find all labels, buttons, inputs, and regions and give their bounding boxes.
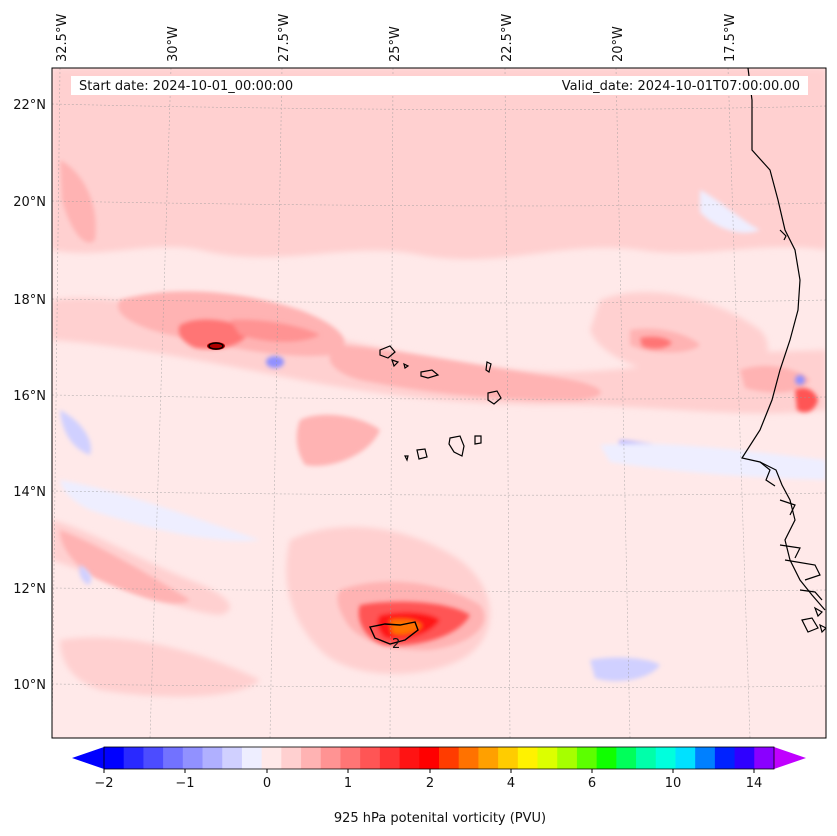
island-maio xyxy=(474,435,482,445)
pv-2-contours xyxy=(208,342,419,645)
colorbar-tick-label: 4 xyxy=(507,776,515,791)
colorbar-cell xyxy=(419,747,440,769)
colorbar-frame xyxy=(103,746,775,770)
colorbar-cell xyxy=(439,747,460,769)
colorbar-tick-label: 6 xyxy=(588,776,596,791)
colorbar-over-arrow xyxy=(774,747,806,769)
colorbar-cell xyxy=(675,747,696,769)
island-boa-vista xyxy=(487,390,502,405)
contour-label: 2 xyxy=(392,637,400,652)
lon-label: 27.5°W xyxy=(277,14,292,62)
colorbar-cell xyxy=(576,747,598,769)
longitude-labels: 32.5°W 30°W 27.5°W 25°W 22.5°W 20°W 17.5… xyxy=(55,14,738,62)
latitude-labels: 22°N 20°N 18°N 16°N 14°N 12°N 10°N xyxy=(13,98,46,693)
colorbar-cell xyxy=(458,747,480,769)
colorbar-cell xyxy=(163,747,184,769)
colorbar-cell xyxy=(241,747,263,769)
colorbar-cell xyxy=(517,747,539,769)
pv-strong-red-cores xyxy=(178,319,818,646)
colorbar-cell xyxy=(557,747,578,769)
pv-contour-north xyxy=(208,342,224,350)
lon-label: 22.5°W xyxy=(500,14,515,62)
lat-label: 22°N xyxy=(13,98,46,113)
lon-label: 17.5°W xyxy=(723,14,738,62)
lat-label: 10°N xyxy=(13,678,46,693)
colorbar-cell xyxy=(143,747,164,769)
colorbar: −2 −1 0 1 2 4 6 10 14 925 hPa potenital vorticit… xyxy=(72,746,806,826)
date-header-box xyxy=(71,76,808,95)
pv-contour-south xyxy=(368,621,419,645)
colorbar-cell xyxy=(104,747,125,769)
colorbar-cell xyxy=(754,747,775,769)
island-fogo xyxy=(416,448,428,460)
colorbar-cell xyxy=(498,747,519,769)
colorbar-cell xyxy=(301,747,322,769)
island-sao-vicente xyxy=(391,359,400,368)
colorbar-tick-label: −1 xyxy=(175,776,194,791)
colorbar-cell xyxy=(478,747,499,769)
lat-label: 20°N xyxy=(13,195,46,210)
lat-label: 14°N xyxy=(13,485,46,500)
start-date-text: Start date: 2024-10-01_00:00:00 xyxy=(79,79,293,94)
colorbar-cell xyxy=(261,747,282,769)
island-santo-antao xyxy=(379,345,396,359)
colorbar-tick-label: 1 xyxy=(344,776,352,791)
colorbar-cell xyxy=(281,747,302,769)
colorbar-cell xyxy=(379,747,401,769)
colorbar-cell xyxy=(399,747,420,769)
map-frame xyxy=(51,67,827,739)
pv-field: 2 xyxy=(52,68,826,738)
colorbar-title: 925 hPa potenital vorticity (PVU) xyxy=(334,811,546,826)
island-sal xyxy=(485,361,492,373)
colorbar-cell xyxy=(123,747,145,769)
colorbar-tick-label: 2 xyxy=(426,776,434,791)
colorbar-cell xyxy=(636,747,657,769)
colorbar-cell xyxy=(360,747,381,769)
colorbar-cell xyxy=(340,747,361,769)
colorbar-cell xyxy=(714,747,736,769)
lon-label: 25°W xyxy=(388,26,403,62)
colorbar-cell xyxy=(222,747,243,769)
colorbar-tick-label: −2 xyxy=(94,776,113,791)
colorbar-cell xyxy=(616,747,637,769)
colorbar-cell xyxy=(695,747,716,769)
colorbar-cell xyxy=(596,747,617,769)
lat-label: 18°N xyxy=(13,293,46,308)
colorbar-cell xyxy=(202,747,223,769)
colorbar-tick-label: 0 xyxy=(263,776,271,791)
colorbar-tick-label: 10 xyxy=(665,776,682,791)
colorbar-cell xyxy=(655,747,677,769)
colorbar-cell xyxy=(182,747,204,769)
valid-date-text: Valid_date: 2024-10-01T07:00:00.00 xyxy=(562,79,800,94)
lon-label: 32.5°W xyxy=(55,14,70,62)
island-santiago xyxy=(448,435,465,457)
island-sao-nicolau xyxy=(420,369,440,379)
lon-label: 20°W xyxy=(611,26,626,62)
colorbar-cell xyxy=(734,747,755,769)
lat-label: 12°N xyxy=(13,582,46,597)
coastline-islands xyxy=(379,345,502,462)
lat-label: 16°N xyxy=(13,389,46,404)
lon-label: 30°W xyxy=(166,26,181,62)
colorbar-tick-label: 14 xyxy=(746,776,763,791)
colorbar-cell xyxy=(320,747,342,769)
graticule xyxy=(52,68,826,738)
colorbar-under-arrow xyxy=(72,747,104,769)
coastline-africa xyxy=(741,68,826,634)
colorbar-cell xyxy=(537,747,558,769)
